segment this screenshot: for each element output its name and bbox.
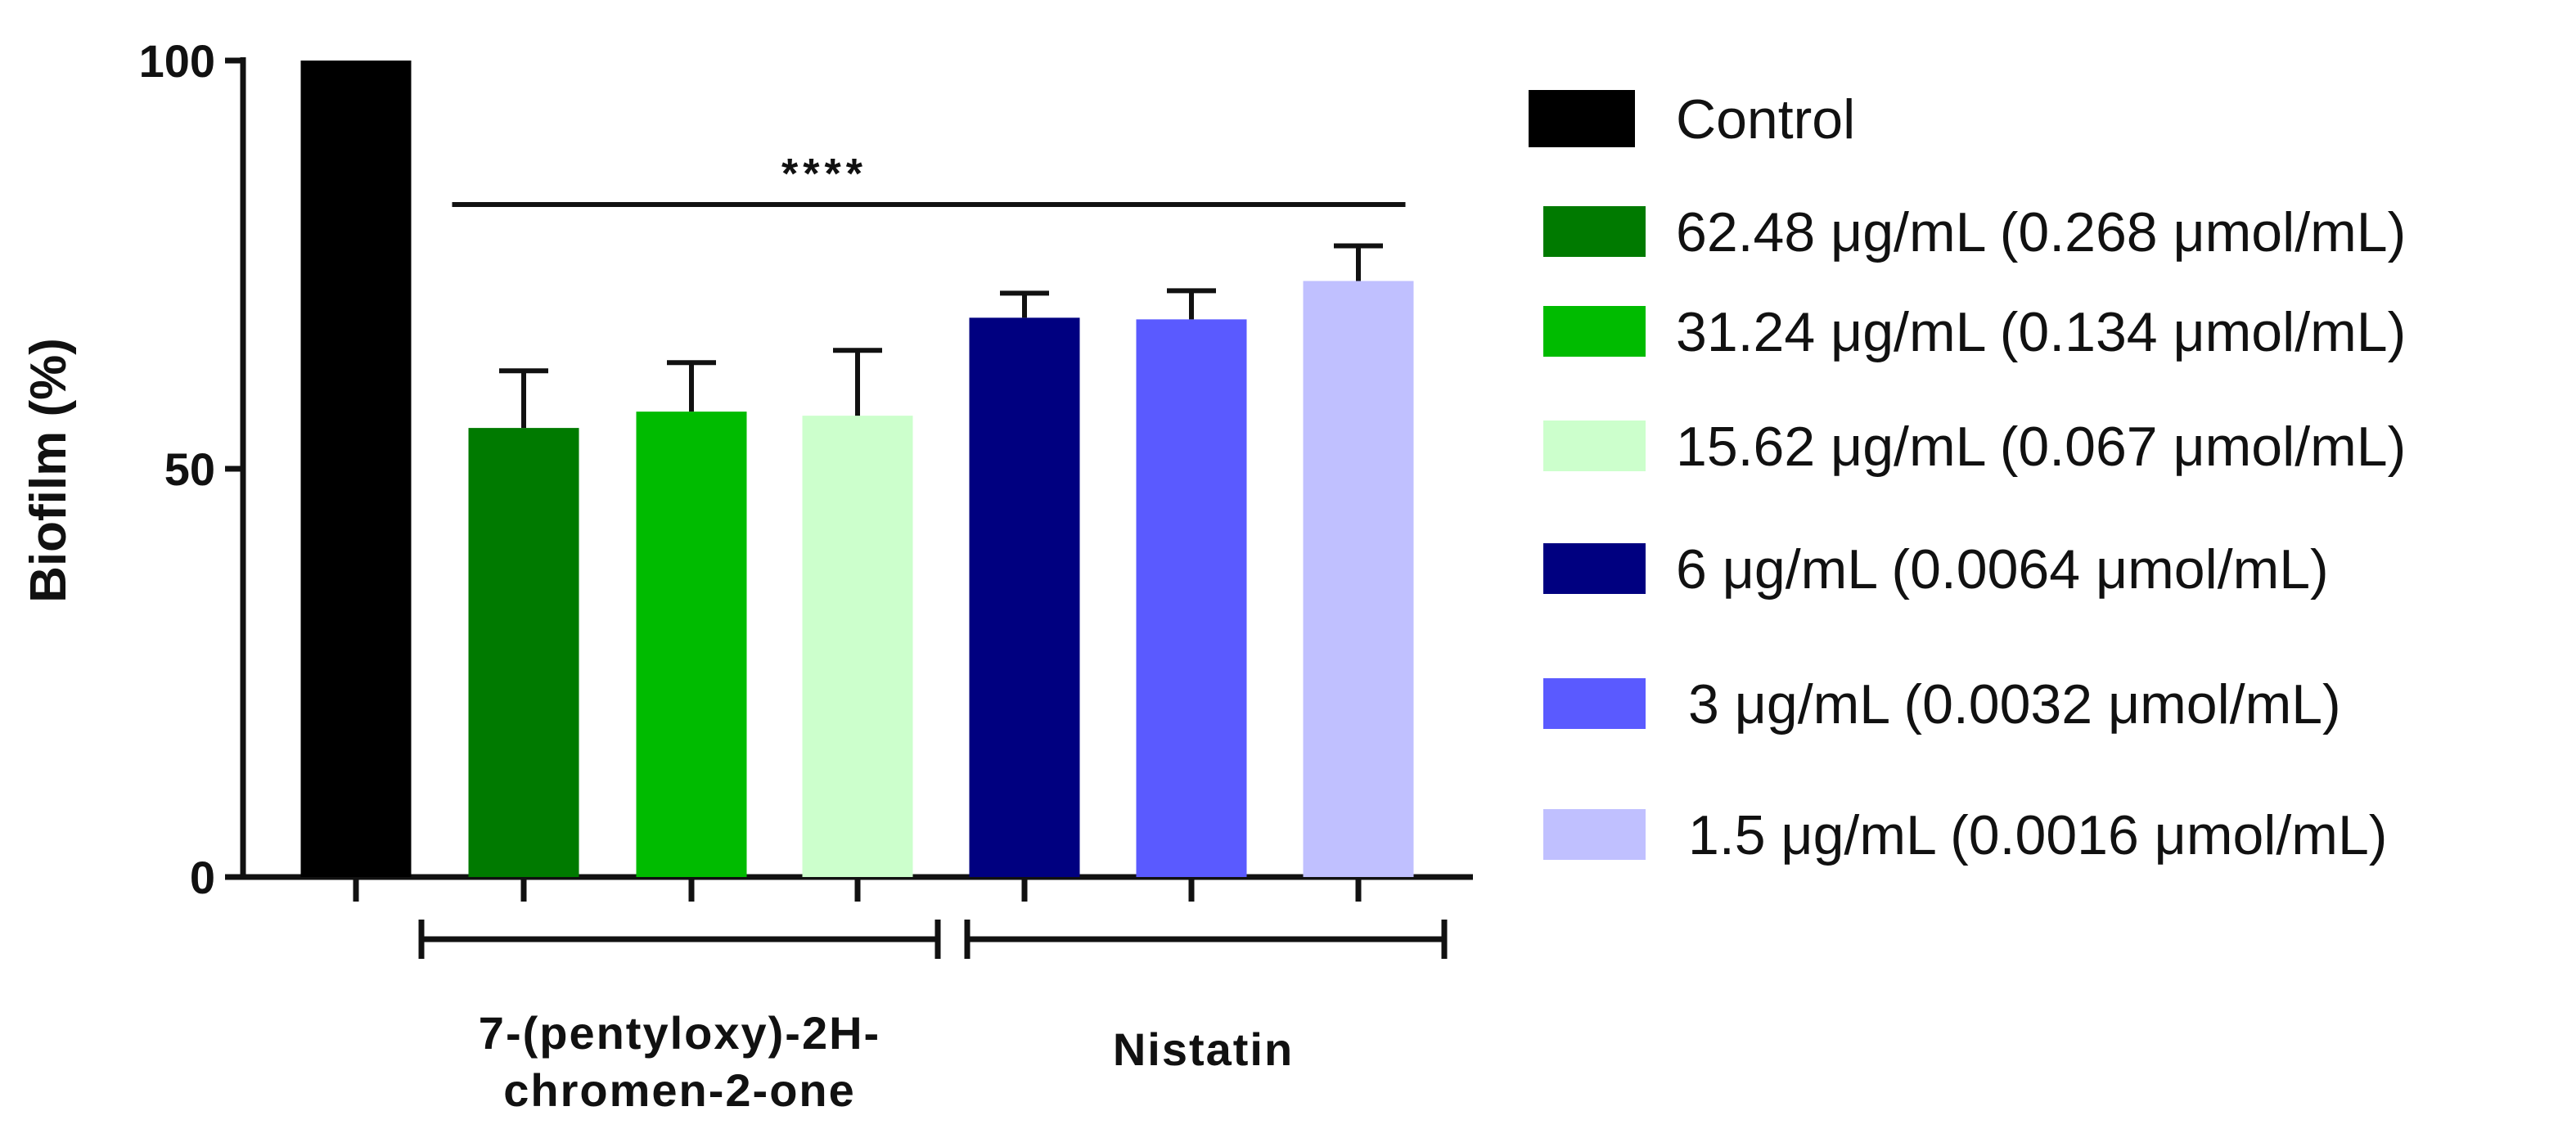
significance-label: **** (781, 151, 867, 198)
legend-swatch (1543, 206, 1646, 257)
bar (1136, 319, 1247, 878)
legend: Control 62.48 μg/mL (0.268 μmol/mL) 31.24 … (1529, 88, 2406, 866)
bar (1303, 281, 1414, 878)
legend-label: 1.5 μg/mL (0.0016 μmol/mL) (1688, 804, 2387, 866)
y-axis-title: Biofilm (%) (20, 338, 77, 603)
legend-label: 15.62 μg/mL (0.067 μmol/mL) (1676, 416, 2406, 478)
legend-swatch (1543, 678, 1646, 729)
group-label: 7-(pentyloxy)-2H- (479, 1007, 880, 1059)
bar (636, 412, 747, 877)
y-tick-label: 0 (190, 852, 215, 903)
group-label: chromen-2-one (503, 1064, 856, 1116)
y-tick-label: 50 (164, 443, 215, 495)
bar (969, 317, 1080, 877)
bar (802, 416, 913, 877)
bar (468, 428, 579, 877)
legend-swatch (1529, 90, 1635, 147)
bar (300, 61, 412, 877)
plot-area: 0 50 100 **** 7-(pentyloxy)-2H-chromen-2-one… (139, 35, 1473, 1116)
legend-swatch (1543, 543, 1646, 594)
legend-swatch (1543, 421, 1646, 471)
legend-swatch (1543, 306, 1646, 357)
legend-label: 31.24 μg/mL (0.134 μmol/mL) (1676, 301, 2406, 363)
legend-label: 3 μg/mL (0.0032 μmol/mL) (1688, 673, 2341, 735)
legend-label: 62.48 μg/mL (0.268 μmol/mL) (1676, 201, 2406, 263)
legend-swatch (1543, 809, 1646, 860)
legend-label: 6 μg/mL (0.0064 μmol/mL) (1676, 538, 2329, 600)
group-label: Nistatin (1113, 1023, 1294, 1075)
legend-label: Control (1676, 88, 1855, 151)
y-tick-label: 100 (139, 35, 215, 87)
